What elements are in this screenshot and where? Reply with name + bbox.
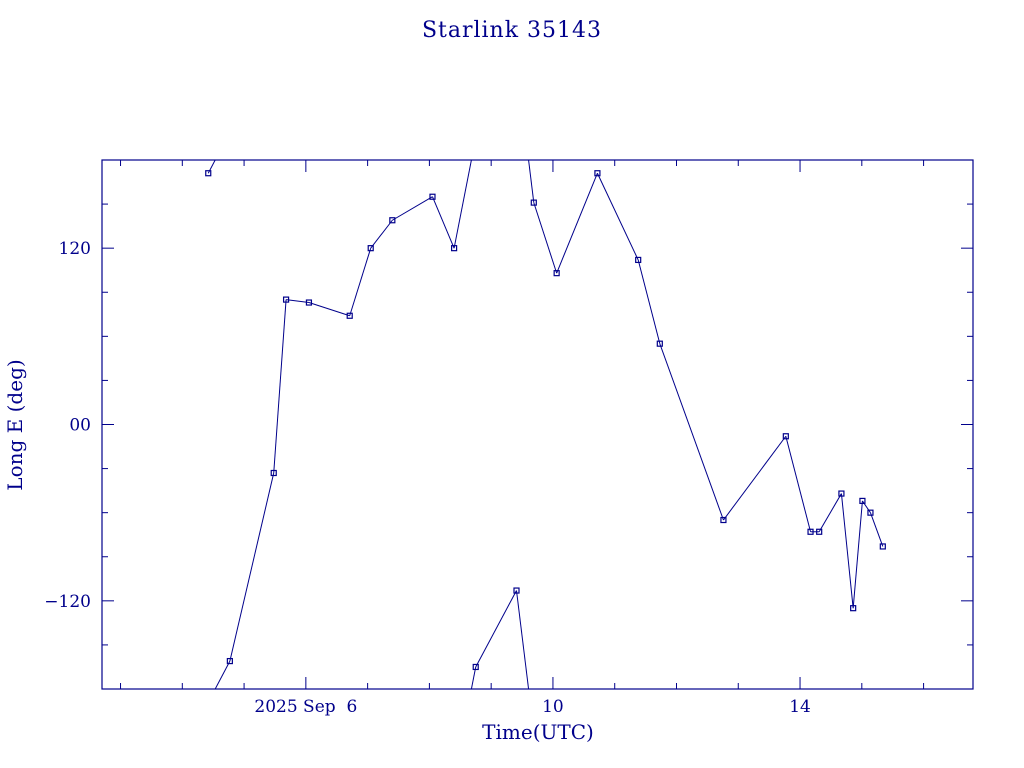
data-point-marker [205,170,212,177]
series-segment-wrap-in [470,666,477,689]
data-point-marker [305,299,313,306]
data-point-marker [367,245,374,252]
x-tick-label: 10 [542,697,564,717]
series-segment [349,248,372,316]
data-point-marker [513,587,520,594]
series-segment [852,500,863,609]
series-segment-wrap-in [214,660,231,689]
series-segment [869,512,884,547]
data-point-marker [553,270,560,277]
y-tick-label: 00 [69,416,91,436]
series-segment-wrap-out [453,160,472,249]
series-segment [370,219,393,249]
x-axis-label: Time(UTC) [482,720,594,744]
data-point-marker [720,516,727,524]
data-point-marker [867,509,874,516]
data-point-marker [472,663,479,671]
data-point-marker [270,469,277,477]
series-segment [432,196,455,249]
series-segment-wrap-out [207,160,216,174]
series-segment [637,259,661,344]
data-point-marker [879,543,886,550]
data-point-marker [635,256,642,264]
series-segment [308,302,350,317]
data-point-marker [594,170,601,177]
data-point-marker [850,605,857,612]
data-point-marker [389,217,396,224]
x-tick-label: 2025 Sep 6 [254,697,357,717]
x-tick-label: 14 [789,697,811,717]
series-segment [286,299,310,304]
axes-group: 2025 Sep 6 10 14 120 00 −120 [44,159,974,717]
data-point-marker [807,528,814,535]
series-segment [862,500,871,513]
series-segment [659,343,724,521]
series-segment [533,202,558,274]
series-segment [840,493,854,609]
series-segment [475,590,517,668]
data-point-marker [656,340,663,347]
series-segment [392,196,433,221]
data-point-marker [816,528,823,535]
y-tick-label: −120 [44,592,91,612]
series-segment [556,173,598,274]
series-segment [785,436,812,532]
data-point-marker [838,490,845,497]
series-segment-wrap-in [528,160,535,203]
series-segment [596,173,639,261]
data-point-marker [859,497,866,505]
data-point-marker [282,296,290,303]
markers-group [205,170,886,671]
series-segment [723,435,787,521]
chart-title: Starlink 35143 [422,18,602,43]
series-segment [229,472,275,662]
data-point-marker [530,199,537,206]
plot-frame [101,159,974,690]
data-point-marker [346,312,353,319]
series-group [207,160,884,689]
data-point-marker [782,433,789,440]
series-segment [818,493,842,533]
series-segment-wrap-out [516,590,530,689]
series-segment [273,299,287,474]
data-point-marker [451,245,458,252]
y-axis-label: Long E (deg) [3,359,27,490]
data-point-marker [429,193,436,200]
y-tick-label: 120 [59,239,91,259]
data-point-marker [226,657,233,665]
